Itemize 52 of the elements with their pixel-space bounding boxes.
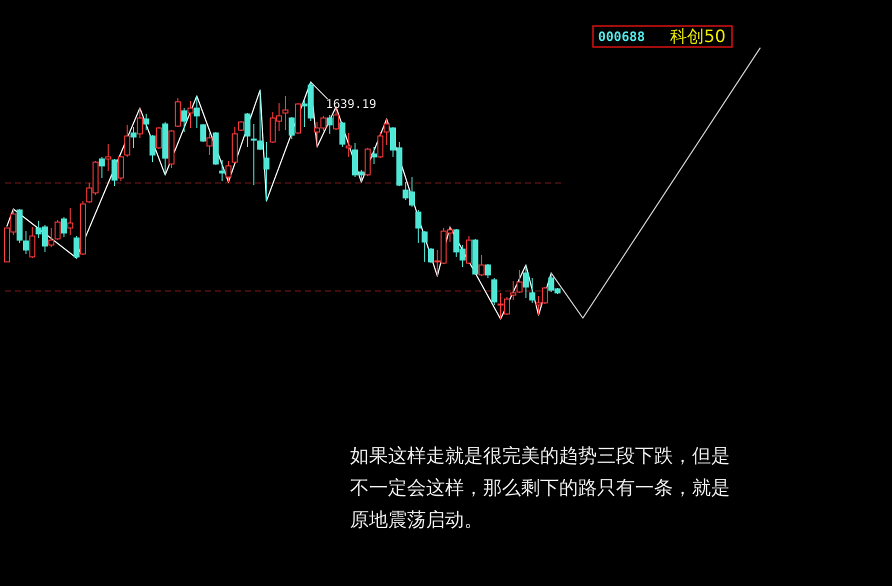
candlestick (377, 132, 384, 159)
candlestick (22, 230, 29, 255)
candlestick (244, 112, 250, 148)
candlestick (478, 254, 485, 277)
candlestick (194, 95, 200, 128)
candlestick (484, 264, 491, 278)
candlestick (225, 160, 232, 183)
candlestick (522, 264, 529, 298)
text: 如果这样走就是很完美的趋势三段下跌，但是不一定会这样，那么剩下的路只有一条，就是原地震荡启动。 (350, 445, 730, 531)
candlestick (339, 122, 346, 148)
candlestick (466, 236, 472, 265)
candlestick (98, 156, 105, 178)
candlestick (181, 108, 188, 133)
candlestick (257, 90, 264, 151)
candlestick (136, 108, 143, 138)
candlestick (516, 269, 523, 294)
candlestick (206, 132, 212, 156)
candlestick (250, 123, 257, 186)
candlestick (238, 120, 244, 132)
candlestick (187, 100, 194, 128)
candlestick (415, 209, 422, 244)
candlestick (143, 113, 150, 131)
candlestick (288, 116, 295, 140)
candlestick (105, 144, 112, 172)
candlestick (371, 146, 378, 164)
candlestick (112, 158, 118, 187)
candlestick (263, 141, 270, 202)
candlestick (54, 219, 61, 241)
candlestick (130, 126, 137, 148)
annotation: 1639.19 (326, 97, 376, 111)
candlestick (29, 226, 36, 259)
candlestick (422, 230, 428, 262)
candlestick (529, 278, 536, 304)
candlestick (74, 236, 80, 259)
candlestick (200, 123, 206, 142)
candlestick (282, 95, 288, 131)
chart-subtitle: 科创50 (670, 27, 726, 47)
candlestick (326, 114, 333, 134)
candlestick (156, 126, 162, 150)
candlestick (510, 280, 516, 301)
candlestick (428, 247, 434, 264)
candlestick (67, 208, 74, 236)
candlestick (48, 227, 54, 248)
candlestick (60, 216, 67, 238)
candlestick (118, 155, 124, 182)
candlestick (346, 132, 352, 158)
candlestick (491, 278, 498, 306)
candlestick (384, 118, 390, 146)
chart-title: 000688 (598, 30, 646, 45)
candlestick (150, 134, 156, 163)
candlestick (124, 124, 130, 158)
candlestick (219, 159, 226, 182)
